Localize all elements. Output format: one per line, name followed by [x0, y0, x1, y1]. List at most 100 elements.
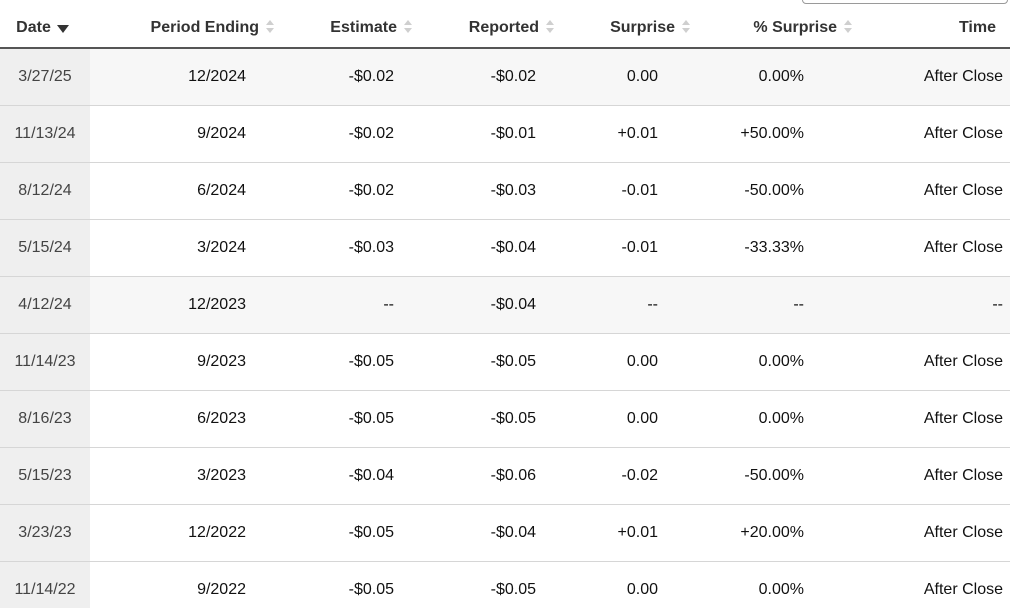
column-header-label: Reported — [468, 18, 539, 36]
cell-reported: -$0.04 — [418, 219, 560, 277]
table-row: 11/13/24 9/2024 -$0.02 -$0.01 +0.01 +50.00% Af… — [0, 105, 1010, 163]
cell-pct-surprise: +50.00% — [696, 105, 858, 163]
column-header-date[interactable]: Date — [0, 8, 90, 49]
cell-reported: -$0.02 — [418, 48, 560, 106]
cell-period-ending: 9/2024 — [90, 105, 280, 163]
cell-time: After Close — [858, 333, 1010, 391]
sort-unsorted-icon — [844, 19, 852, 33]
cell-surprise: -0.02 — [560, 447, 696, 505]
cell-surprise: 0.00 — [560, 333, 696, 391]
cell-time: After Close — [858, 105, 1010, 163]
cell-reported: -$0.03 — [418, 162, 560, 220]
cell-time: After Close — [858, 219, 1010, 277]
sort-unsorted-icon — [682, 19, 690, 33]
cell-estimate: -- — [280, 276, 418, 334]
cell-surprise: 0.00 — [560, 561, 696, 608]
cell-time: After Close — [858, 390, 1010, 448]
table-row: 5/15/24 3/2024 -$0.03 -$0.04 -0.01 -33.33% Aft… — [0, 219, 1010, 277]
cell-period-ending: 6/2023 — [90, 390, 280, 448]
table-header-row: Date Period Ending Estimate Reported Sur… — [0, 8, 1010, 49]
column-header-label: Time — [958, 18, 996, 36]
cell-pct-surprise: -50.00% — [696, 447, 858, 505]
table-row: 5/15/23 3/2023 -$0.04 -$0.06 -0.02 -50.00% Aft… — [0, 447, 1010, 505]
table-row: 8/16/23 6/2023 -$0.05 -$0.05 0.00 0.00% After … — [0, 390, 1010, 448]
table-row: 11/14/23 9/2023 -$0.05 -$0.05 0.00 0.00% After… — [0, 333, 1010, 391]
cell-estimate: -$0.02 — [280, 162, 418, 220]
cell-date: 8/16/23 — [0, 390, 90, 448]
column-header-time[interactable]: Time — [858, 8, 1010, 49]
cell-reported: -$0.05 — [418, 390, 560, 448]
sort-descending-icon — [56, 25, 69, 34]
cell-period-ending: 6/2024 — [90, 162, 280, 220]
column-header-surprise[interactable]: Surprise — [560, 8, 696, 49]
sort-unsorted-icon — [404, 19, 412, 33]
cell-date: 11/13/24 — [0, 105, 90, 163]
cell-time: After Close — [858, 48, 1010, 106]
cell-reported: -$0.04 — [418, 276, 560, 334]
cell-pct-surprise: 0.00% — [696, 333, 858, 391]
cell-time: After Close — [858, 561, 1010, 608]
cell-surprise: 0.00 — [560, 390, 696, 448]
cell-surprise: +0.01 — [560, 105, 696, 163]
cell-estimate: -$0.05 — [280, 390, 418, 448]
cell-pct-surprise: -33.33% — [696, 219, 858, 277]
cell-reported: -$0.01 — [418, 105, 560, 163]
table-row: 11/14/22 9/2022 -$0.05 -$0.05 0.00 0.00% After… — [0, 561, 1010, 608]
cell-time: -- — [858, 276, 1010, 334]
column-header-estimate[interactable]: Estimate — [280, 8, 418, 49]
cell-estimate: -$0.05 — [280, 333, 418, 391]
cell-estimate: -$0.04 — [280, 447, 418, 505]
cell-reported: -$0.05 — [418, 333, 560, 391]
cell-pct-surprise: 0.00% — [696, 48, 858, 106]
cell-date: 5/15/23 — [0, 447, 90, 505]
cell-period-ending: 12/2023 — [90, 276, 280, 334]
sort-unsorted-icon — [546, 19, 554, 33]
cell-reported: -$0.05 — [418, 561, 560, 608]
table-body: 3/27/25 12/2024 -$0.02 -$0.02 0.00 0.00% After… — [0, 48, 1010, 608]
earnings-table: Date Period Ending Estimate Reported Sur… — [0, 8, 1010, 608]
cell-surprise: 0.00 — [560, 48, 696, 106]
table-row: 3/23/23 12/2022 -$0.05 -$0.04 +0.01 +20.00% Af… — [0, 504, 1010, 562]
cell-period-ending: 3/2023 — [90, 447, 280, 505]
cell-pct-surprise: 0.00% — [696, 390, 858, 448]
cell-time: After Close — [858, 447, 1010, 505]
cell-date: 4/12/24 — [0, 276, 90, 334]
cell-date: 3/27/25 — [0, 48, 90, 106]
cell-date: 3/23/23 — [0, 504, 90, 562]
cell-period-ending: 9/2023 — [90, 333, 280, 391]
cell-pct-surprise: -50.00% — [696, 162, 858, 220]
cell-estimate: -$0.05 — [280, 504, 418, 562]
cell-surprise: -- — [560, 276, 696, 334]
table-row: 4/12/24 12/2023 -- -$0.04 -- -- -- — [0, 276, 1010, 334]
cell-surprise: +0.01 — [560, 504, 696, 562]
cell-pct-surprise: +20.00% — [696, 504, 858, 562]
cell-date: 8/12/24 — [0, 162, 90, 220]
column-header-period-ending[interactable]: Period Ending — [90, 8, 280, 49]
cell-estimate: -$0.05 — [280, 561, 418, 608]
column-header-pct-surprise[interactable]: % Surprise — [696, 8, 858, 49]
cell-estimate: -$0.03 — [280, 219, 418, 277]
cell-reported: -$0.06 — [418, 447, 560, 505]
cell-period-ending: 9/2022 — [90, 561, 280, 608]
cell-surprise: -0.01 — [560, 219, 696, 277]
column-header-label: % Surprise — [753, 18, 837, 36]
cell-surprise: -0.01 — [560, 162, 696, 220]
cell-pct-surprise: -- — [696, 276, 858, 334]
cell-estimate: -$0.02 — [280, 105, 418, 163]
cell-time: After Close — [858, 162, 1010, 220]
cell-time: After Close — [858, 504, 1010, 562]
cell-date: 11/14/23 — [0, 333, 90, 391]
table-row: 8/12/24 6/2024 -$0.02 -$0.03 -0.01 -50.00% Aft… — [0, 162, 1010, 220]
column-header-reported[interactable]: Reported — [418, 8, 560, 49]
column-header-label: Surprise — [610, 18, 675, 36]
cell-date: 5/15/24 — [0, 219, 90, 277]
cell-period-ending: 12/2024 — [90, 48, 280, 106]
sort-unsorted-icon — [266, 19, 274, 33]
cell-period-ending: 3/2024 — [90, 219, 280, 277]
search-input[interactable] — [802, 0, 1008, 4]
table-row: 3/27/25 12/2024 -$0.02 -$0.02 0.00 0.00% After… — [0, 48, 1010, 106]
column-header-label: Estimate — [330, 18, 397, 36]
column-header-label: Period Ending — [150, 18, 259, 36]
cell-estimate: -$0.02 — [280, 48, 418, 106]
